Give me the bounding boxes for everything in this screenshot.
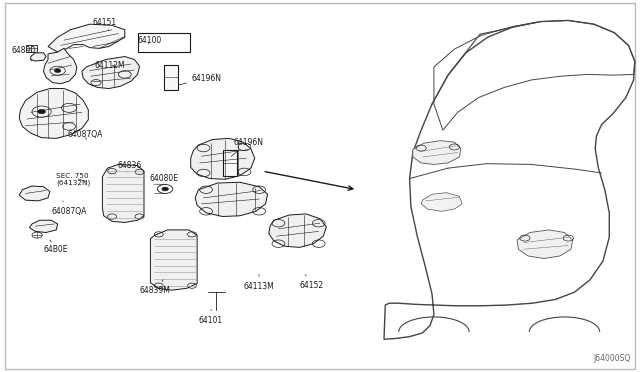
Polygon shape [191, 138, 255, 179]
Circle shape [38, 109, 45, 114]
Polygon shape [413, 141, 461, 164]
Polygon shape [44, 48, 77, 84]
Polygon shape [29, 220, 58, 232]
Text: 64B0E: 64B0E [44, 240, 68, 254]
Text: 64152: 64152 [300, 275, 324, 290]
Polygon shape [517, 230, 573, 259]
Polygon shape [31, 53, 46, 61]
Bar [164, 65, 178, 90]
Text: 64196N: 64196N [179, 74, 222, 85]
Polygon shape [269, 214, 326, 247]
Bar [223, 150, 237, 176]
Circle shape [162, 187, 168, 191]
Text: 64839M: 64839M [140, 280, 170, 295]
Text: 64100: 64100 [138, 36, 162, 45]
Polygon shape [19, 89, 88, 138]
Text: 64113M: 64113M [243, 274, 274, 291]
Polygon shape [48, 24, 125, 52]
Polygon shape [421, 193, 462, 211]
Text: 64890: 64890 [12, 46, 36, 61]
Polygon shape [150, 230, 197, 290]
Bar [138, 33, 190, 52]
Text: 64112M: 64112M [94, 61, 125, 70]
Text: 64080E: 64080E [149, 174, 178, 186]
Bar [26, 45, 37, 52]
Polygon shape [102, 164, 144, 222]
Polygon shape [195, 182, 268, 217]
Text: 64087QA: 64087QA [67, 130, 102, 140]
Text: 64101: 64101 [198, 310, 223, 325]
Circle shape [54, 69, 61, 73]
Text: 64836: 64836 [117, 161, 141, 173]
Text: (64132N): (64132N) [56, 179, 91, 186]
Text: 64196N: 64196N [231, 138, 264, 156]
Polygon shape [82, 57, 140, 89]
Text: SEC. 750: SEC. 750 [56, 173, 89, 179]
Polygon shape [19, 186, 50, 201]
Text: 64087QA: 64087QA [51, 201, 86, 216]
Text: 64151: 64151 [93, 18, 117, 31]
Text: J64000SQ: J64000SQ [593, 354, 630, 363]
